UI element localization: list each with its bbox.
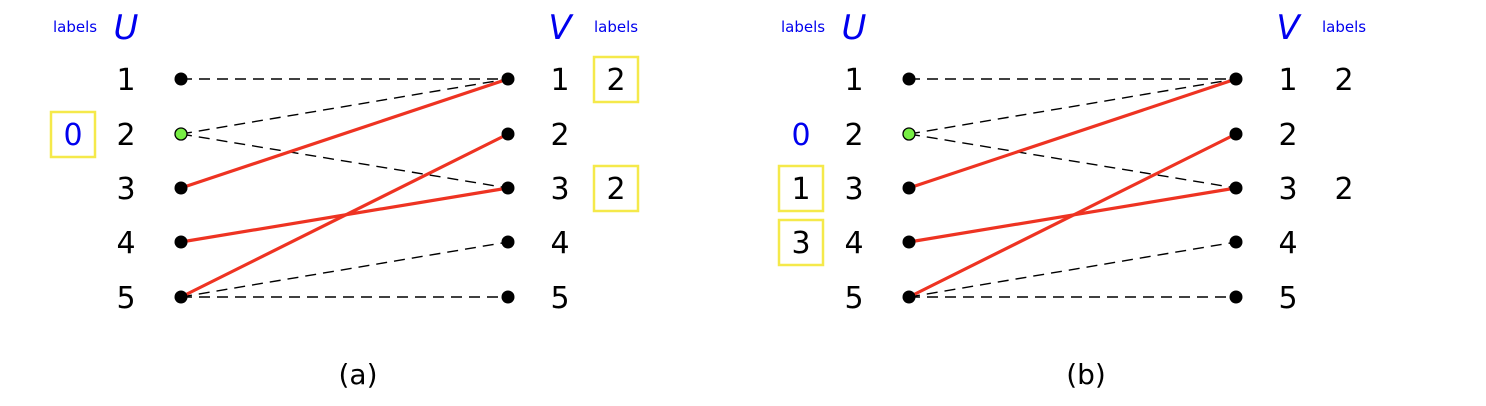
u-label-highlight-box: [49, 110, 97, 159]
v-vertex-label: 2: [1334, 172, 1353, 207]
u-vertex-number: 5: [844, 281, 863, 316]
u-vertex-number: 5: [116, 281, 135, 316]
vertex-v2: [501, 127, 515, 141]
v-vertex-number: 5: [1278, 281, 1297, 316]
v-labels-header: labels: [1322, 18, 1366, 36]
v-vertex-number: 1: [1278, 63, 1297, 98]
vertex-v5: [1229, 290, 1243, 304]
u-vertex-label: 0: [63, 118, 82, 153]
u-vertex-number: 4: [116, 226, 135, 261]
vertex-u3: [174, 181, 188, 195]
vertex-u1: [174, 72, 188, 86]
panel-caption: (a): [338, 358, 377, 391]
v-labels-header: labels: [594, 18, 638, 36]
vertex-v1: [1229, 72, 1243, 86]
free-vertex-u2: [174, 127, 188, 141]
u-label-highlight-box: [777, 218, 825, 267]
vertex-v3: [1229, 181, 1243, 195]
v-label-highlight-box: [592, 164, 640, 213]
u-set-header: U: [114, 8, 139, 48]
vertex-v4: [501, 235, 515, 249]
v-vertex-number: 4: [550, 226, 569, 261]
u-vertex-number: 1: [116, 63, 135, 98]
vertex-v1: [501, 72, 515, 86]
u-vertex-number: 2: [116, 118, 135, 153]
u-vertex-label: 3: [791, 226, 810, 261]
unmatched-edge-u2-v1: [908, 78, 1237, 135]
v-vertex-number: 2: [1278, 118, 1297, 153]
u-vertex-label: 1: [791, 172, 810, 207]
u-labels-header: labels: [53, 18, 97, 36]
vertex-v5: [501, 290, 515, 304]
v-label-highlight-box: [592, 55, 640, 104]
vertex-v2: [1229, 127, 1243, 141]
v-vertex-label: 2: [606, 63, 625, 98]
unmatched-edge-u5-v4: [180, 241, 509, 298]
v-set-header: V: [1276, 8, 1302, 48]
matched-edge-u5-v2: [908, 132, 1237, 299]
matched-edge-u3-v1: [180, 77, 509, 190]
u-vertex-label: 0: [791, 118, 810, 153]
u-vertex-number: 3: [116, 172, 135, 207]
vertex-u4: [174, 235, 188, 249]
v-vertex-number: 2: [550, 118, 569, 153]
u-label-highlight-box: [777, 164, 825, 213]
u-vertex-number: 4: [844, 226, 863, 261]
unmatched-edge-u2-v3: [180, 133, 509, 189]
matched-edge-u3-v1: [908, 77, 1237, 190]
u-labels-header: labels: [781, 18, 825, 36]
vertex-v3: [501, 181, 515, 195]
vertex-u4: [902, 235, 916, 249]
v-vertex-number: 4: [1278, 226, 1297, 261]
matched-edge-u5-v2: [180, 132, 509, 299]
v-vertex-label: 2: [606, 172, 625, 207]
unmatched-edge-u2-v3: [908, 133, 1237, 189]
u-vertex-number: 3: [844, 172, 863, 207]
unmatched-edge-u5-v4: [908, 241, 1237, 298]
u-set-header: U: [842, 8, 867, 48]
unmatched-edge-u2-v1: [180, 78, 509, 135]
u-vertex-number: 1: [844, 63, 863, 98]
v-set-header: V: [548, 8, 574, 48]
panel-caption: (b): [1066, 358, 1106, 391]
v-vertex-label: 2: [1334, 63, 1353, 98]
u-vertex-number: 2: [844, 118, 863, 153]
free-vertex-u2: [902, 127, 916, 141]
vertex-u3: [902, 181, 916, 195]
v-vertex-number: 3: [1278, 172, 1297, 207]
vertex-u1: [902, 72, 916, 86]
v-vertex-number: 1: [550, 63, 569, 98]
vertex-v4: [1229, 235, 1243, 249]
v-vertex-number: 3: [550, 172, 569, 207]
vertex-u5: [902, 290, 916, 304]
v-vertex-number: 5: [550, 281, 569, 316]
vertex-u5: [174, 290, 188, 304]
